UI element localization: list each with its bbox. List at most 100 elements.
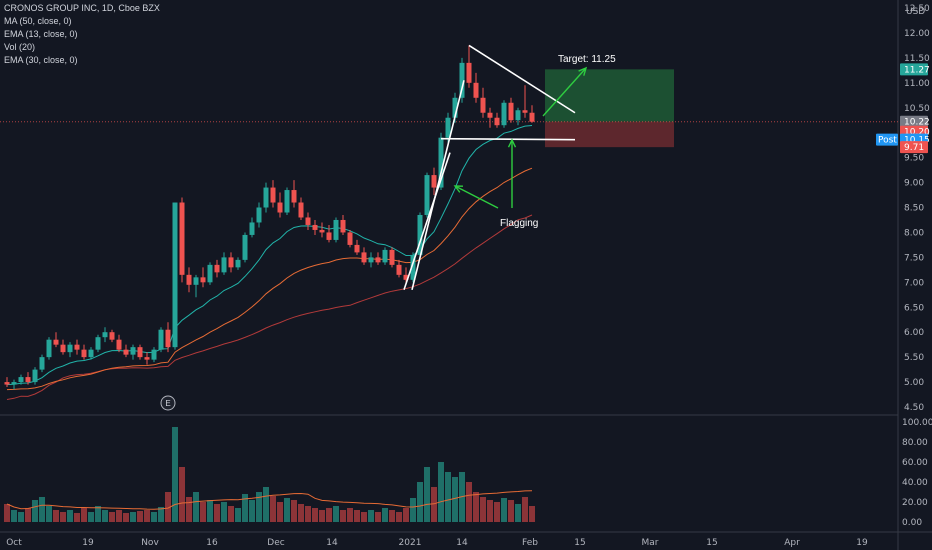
post-badge-label: Post bbox=[878, 136, 897, 146]
time-tick-label: 15 bbox=[574, 538, 585, 548]
candle-body bbox=[522, 110, 528, 113]
candle-body bbox=[438, 137, 444, 188]
volume-bar bbox=[249, 500, 255, 522]
volume-bar bbox=[144, 510, 150, 522]
candle bbox=[235, 257, 241, 270]
price-tick-label: 7.50 bbox=[904, 253, 924, 263]
volume-bar bbox=[501, 498, 507, 522]
price-tick-label: 6.00 bbox=[904, 328, 924, 338]
volume-bar bbox=[403, 508, 409, 522]
candle bbox=[480, 87, 486, 118]
candle-body bbox=[130, 347, 136, 355]
candle-body bbox=[172, 202, 178, 348]
volume-bar bbox=[53, 510, 59, 522]
candle bbox=[137, 344, 143, 360]
price-axis: 12.5012.0011.5011.0010.5010.009.509.008.… bbox=[904, 4, 930, 413]
candle bbox=[508, 97, 514, 123]
ema30-line bbox=[6, 167, 533, 391]
price-badge bbox=[900, 141, 928, 154]
candle bbox=[340, 214, 346, 235]
volume-bar bbox=[39, 497, 45, 522]
price-tick-label: 9.50 bbox=[904, 154, 924, 164]
flag-left-arrow-head bbox=[453, 185, 464, 193]
legend-ma50[interactable]: MA (50, close, 0) bbox=[4, 16, 72, 26]
candle bbox=[207, 262, 213, 285]
ema13-line bbox=[6, 125, 533, 386]
time-axis: Oct 19 Nov 16 Dec 14 2021 14 Feb 15 Mar 15 Apr 19 bbox=[6, 538, 868, 548]
time-tick-label: 14 bbox=[456, 538, 468, 548]
volume-bar bbox=[522, 497, 528, 522]
volume-bar bbox=[480, 497, 486, 522]
chart-legend: CRONOS GROUP INC, 1D, Cboe BZX MA (50, c… bbox=[4, 2, 160, 67]
candle bbox=[116, 334, 122, 353]
candle-body bbox=[74, 344, 80, 350]
volume-bar bbox=[158, 507, 164, 522]
post-badge bbox=[876, 133, 898, 146]
legend-ema30[interactable]: EMA (30, close, 0) bbox=[4, 55, 78, 65]
volume-bar bbox=[515, 504, 521, 522]
volume-bar bbox=[389, 510, 395, 522]
candle bbox=[158, 327, 164, 353]
volume-bar bbox=[32, 500, 38, 522]
ma50-line bbox=[6, 214, 533, 400]
candle bbox=[431, 167, 437, 196]
volume-bar bbox=[438, 462, 444, 522]
volume-bar bbox=[445, 472, 451, 522]
price-tick-label: 8.50 bbox=[904, 204, 924, 214]
candle-body bbox=[445, 117, 451, 138]
legend-ema13[interactable]: EMA (13, close, 0) bbox=[4, 29, 78, 39]
candle bbox=[494, 112, 500, 128]
candle bbox=[221, 252, 227, 275]
candle-body bbox=[158, 329, 164, 350]
candle-body bbox=[116, 339, 122, 350]
candle bbox=[389, 247, 395, 268]
volume-bar bbox=[193, 492, 199, 522]
candle-body bbox=[326, 232, 332, 240]
candle-body bbox=[249, 222, 255, 235]
price-tick-label: 8.00 bbox=[904, 228, 924, 238]
candle bbox=[249, 217, 255, 238]
volume-bar bbox=[333, 506, 339, 522]
candle bbox=[263, 182, 269, 213]
candle-body bbox=[459, 62, 465, 98]
volume-bar bbox=[74, 513, 80, 522]
candle-body bbox=[494, 117, 500, 126]
candle bbox=[277, 192, 283, 218]
plot-background bbox=[0, 0, 898, 530]
volume-tick-label: 20.00 bbox=[902, 498, 928, 508]
candle-body bbox=[340, 219, 346, 233]
candle bbox=[347, 229, 353, 248]
candle bbox=[109, 329, 115, 343]
flagging-label: Flagging bbox=[500, 218, 538, 229]
moving-averages bbox=[6, 125, 533, 510]
price-tick-label: 7.00 bbox=[904, 278, 924, 288]
candle-body bbox=[410, 254, 416, 280]
price-tick-label: 9.00 bbox=[904, 179, 924, 189]
volume-bar bbox=[410, 498, 416, 522]
volume-bar bbox=[186, 497, 192, 522]
volume-bar bbox=[452, 477, 458, 522]
legend-vol[interactable]: Vol (20) bbox=[4, 42, 36, 52]
target-arrow-head bbox=[578, 66, 588, 76]
candle bbox=[172, 202, 178, 350]
candle-body bbox=[515, 110, 521, 121]
candle-body bbox=[4, 382, 10, 385]
candle-body bbox=[298, 202, 304, 218]
candle-body bbox=[11, 382, 17, 385]
candle bbox=[326, 224, 332, 243]
flag-support-line bbox=[440, 137, 576, 141]
candle bbox=[151, 347, 157, 363]
candlesticks bbox=[4, 45, 535, 390]
candle-body bbox=[389, 249, 395, 265]
candle-body bbox=[312, 224, 318, 230]
volume-bar bbox=[242, 494, 248, 522]
candle-body bbox=[284, 190, 290, 213]
candle-body bbox=[277, 202, 283, 213]
volume-bar bbox=[340, 510, 346, 522]
volume-bar bbox=[431, 487, 437, 522]
candle-body bbox=[186, 274, 192, 285]
volume-axis: 100.00 80.00 60.00 40.00 20.00 0.00 bbox=[902, 418, 932, 528]
time-tick-label: Mar bbox=[642, 538, 659, 548]
